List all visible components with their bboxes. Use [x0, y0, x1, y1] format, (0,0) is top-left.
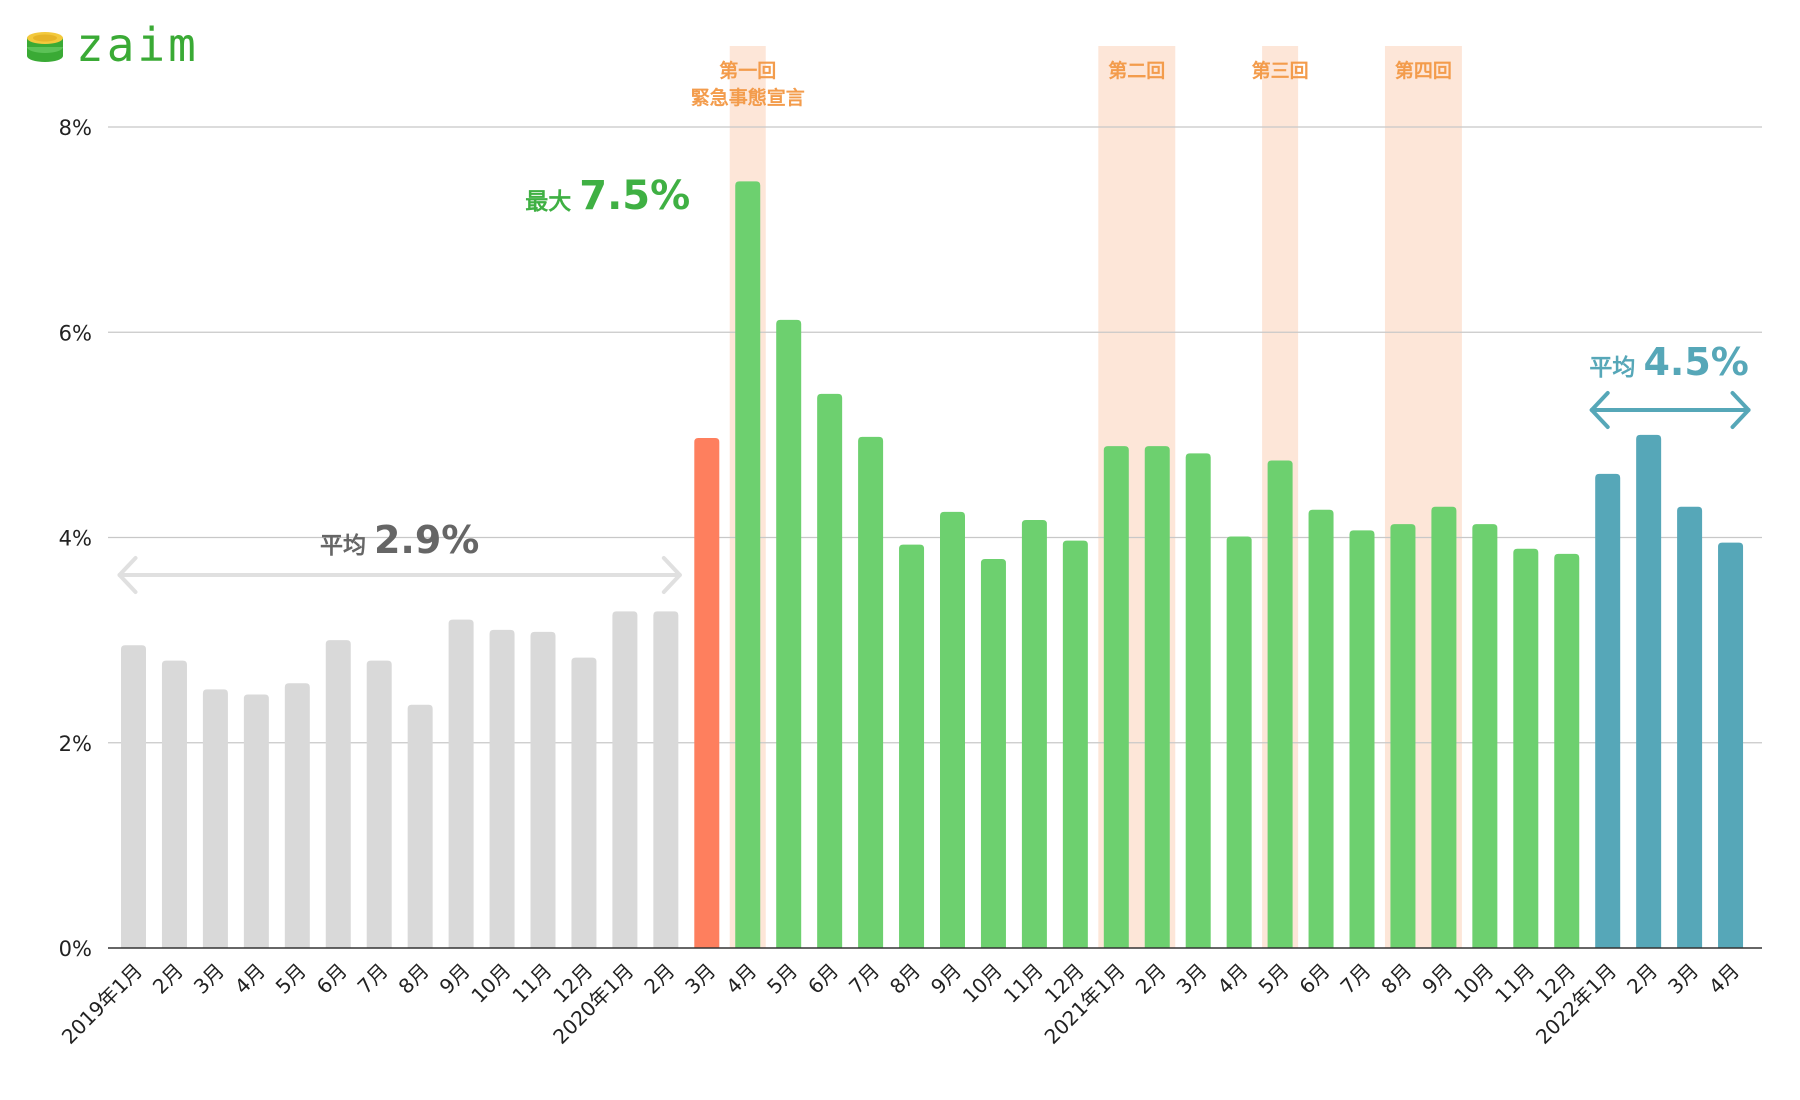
max-label: 最大 7.5%: [525, 173, 690, 219]
bar: [817, 393, 843, 948]
bar: [735, 181, 761, 949]
y-tick-label: 4%: [59, 527, 92, 551]
x-tick-label: 5月: [1254, 959, 1294, 999]
x-tick-label: 8月: [885, 959, 925, 999]
bar: [612, 611, 638, 948]
avg-before-arrow: [117, 556, 682, 594]
x-tick-label: 7月: [353, 959, 393, 999]
y-tick-label: 0%: [59, 937, 92, 961]
avg-recent-arrow: [1589, 391, 1751, 429]
bar: [1267, 460, 1293, 948]
bar: [489, 629, 515, 948]
x-tick-label: 10月: [1449, 959, 1498, 1008]
x-tick-label: 2月: [1622, 959, 1662, 999]
bar: [284, 683, 310, 948]
bar: [407, 704, 433, 948]
bar: [1062, 540, 1088, 948]
bar: [940, 511, 965, 948]
bar: [1636, 434, 1662, 948]
x-tick-label: 11月: [999, 959, 1048, 1008]
emergency-label: 第四回: [1395, 59, 1452, 82]
zaim-logo: zaim: [24, 22, 199, 68]
x-tick-label: 2月: [639, 959, 679, 999]
bar: [1390, 524, 1416, 948]
bar: [243, 694, 269, 948]
bar: [366, 660, 392, 948]
bar: [448, 619, 474, 948]
bar: [161, 660, 187, 948]
bar: [1677, 506, 1703, 948]
annotation-value: 2.9%: [374, 518, 479, 562]
x-tick-label: 11月: [507, 959, 556, 1008]
emergency-label: 第三回: [1252, 59, 1309, 82]
x-tick-label: 2019年1月: [57, 959, 147, 1049]
brand-name: zaim: [76, 18, 199, 72]
annotation-value: 4.5%: [1643, 340, 1748, 384]
bar: [1513, 548, 1539, 948]
x-tick-label: 3月: [189, 959, 229, 999]
x-tick-label: 4月: [230, 959, 270, 999]
bar: [1144, 446, 1170, 948]
emergency-label: 第一回: [719, 59, 776, 82]
bar: [776, 319, 802, 948]
bar: [530, 631, 556, 948]
x-tick-label: 10月: [958, 959, 1007, 1008]
bar: [1718, 542, 1744, 948]
bar: [1472, 524, 1498, 948]
bar: [1349, 530, 1375, 948]
emergency-label: 緊急事態宣言: [691, 86, 805, 109]
bar: [1185, 453, 1211, 948]
x-tick-label: 7月: [1335, 959, 1375, 999]
x-tick-label: 3月: [1663, 959, 1703, 999]
x-tick-label: 7月: [844, 959, 884, 999]
x-tick-label: 4月: [1704, 959, 1744, 999]
bar: [571, 657, 597, 948]
bar: [1308, 509, 1334, 948]
annotation-prefix: 平均: [1589, 354, 1643, 381]
bar: [325, 640, 351, 948]
avg-recent-label: 平均 4.5%: [1589, 340, 1748, 384]
bar: [1431, 506, 1457, 948]
bar: [980, 559, 1006, 948]
bar: [1103, 446, 1129, 948]
annotation-value: 7.5%: [579, 173, 690, 219]
x-tick-label: 4月: [1213, 959, 1253, 999]
emergency-label: 第二回: [1108, 59, 1165, 82]
annotation-prefix: 平均: [320, 532, 374, 559]
coin-stack-icon: [27, 32, 63, 62]
bar: [653, 611, 679, 948]
y-tick-label: 6%: [59, 321, 92, 345]
bar: [694, 437, 720, 948]
x-tick-label: 8月: [394, 959, 434, 999]
bar: [899, 544, 925, 948]
bar: [202, 689, 228, 948]
x-tick-label: 6月: [312, 959, 352, 999]
x-tick-label: 6月: [803, 959, 843, 999]
bar: [1021, 520, 1047, 948]
x-tick-label: 2月: [148, 959, 188, 999]
x-tick-label: 8月: [1376, 959, 1416, 999]
annotation-prefix: 最大: [525, 189, 579, 215]
x-tick-label: 5月: [271, 959, 311, 999]
bar: [1226, 536, 1252, 948]
x-tick-label: 11月: [1490, 959, 1539, 1008]
bar: [1595, 473, 1621, 948]
x-tick-label: 2月: [1131, 959, 1171, 999]
bar: [1554, 553, 1580, 948]
x-tick-label: 6月: [1294, 959, 1334, 999]
x-tick-label: 5月: [762, 959, 802, 999]
x-tick-label: 10月: [466, 959, 515, 1008]
x-tick-label: 3月: [1172, 959, 1212, 999]
bar: [121, 645, 146, 948]
bar: [858, 436, 884, 948]
x-tick-label: 3月: [680, 959, 720, 999]
y-tick-label: 8%: [59, 116, 92, 140]
avg-before-label: 平均 2.9%: [320, 518, 479, 562]
y-tick-label: 2%: [59, 732, 92, 756]
x-tick-label: 4月: [721, 959, 761, 999]
